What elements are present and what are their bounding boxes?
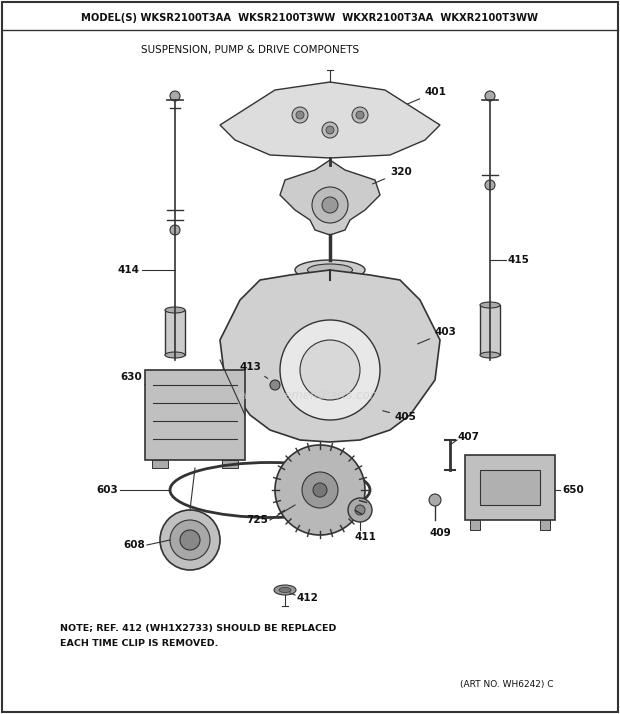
Ellipse shape [480,352,500,358]
Circle shape [280,320,380,420]
Text: 630: 630 [120,372,145,385]
Circle shape [355,505,365,515]
Circle shape [313,483,327,497]
Circle shape [270,380,280,390]
Bar [480,305,500,355]
Bar [470,520,480,530]
Circle shape [352,107,368,123]
Circle shape [485,180,495,190]
Text: 409: 409 [429,528,451,538]
Text: 608: 608 [123,540,145,550]
Text: 401: 401 [407,87,447,104]
Circle shape [180,530,200,550]
Circle shape [312,187,348,223]
Ellipse shape [274,585,296,595]
Polygon shape [220,82,440,158]
Text: 413: 413 [240,362,268,378]
Circle shape [322,122,338,138]
Bar [540,520,550,530]
Polygon shape [220,270,440,442]
Bar [152,460,168,468]
Circle shape [160,510,220,570]
Polygon shape [280,160,380,235]
Bar [480,470,540,505]
Circle shape [322,197,338,213]
Text: 603: 603 [96,485,118,495]
Ellipse shape [165,352,185,358]
Bar [465,455,555,520]
Ellipse shape [295,260,365,280]
Circle shape [302,472,338,508]
Ellipse shape [165,307,185,313]
Circle shape [300,340,360,400]
Text: 415: 415 [508,255,530,265]
Text: 320: 320 [373,167,412,184]
Ellipse shape [308,264,353,276]
Circle shape [296,111,304,119]
Text: (ART NO. WH6242) C: (ART NO. WH6242) C [460,680,554,690]
Circle shape [429,494,441,506]
Text: EACH TIME CLIP IS REMOVED.: EACH TIME CLIP IS REMOVED. [60,638,218,648]
Circle shape [170,520,210,560]
Circle shape [170,225,180,235]
Bar [145,370,245,460]
Circle shape [275,445,365,535]
Text: 650: 650 [562,485,584,495]
Circle shape [485,91,495,101]
Ellipse shape [279,588,291,593]
Circle shape [356,111,364,119]
Text: 407: 407 [458,432,480,442]
Text: MODEL(S) WKSR2100T3AA  WKSR2100T3WW  WKXR2100T3AA  WKXR2100T3WW: MODEL(S) WKSR2100T3AA WKSR2100T3WW WKXR2… [81,13,539,23]
Text: 412: 412 [297,593,319,603]
Circle shape [348,498,372,522]
Text: 725: 725 [246,515,268,525]
Text: SUSPENSION, PUMP & DRIVE COMPONETS: SUSPENSION, PUMP & DRIVE COMPONETS [141,45,359,55]
Text: NOTE; REF. 412 (WH1X2733) SHOULD BE REPLACED: NOTE; REF. 412 (WH1X2733) SHOULD BE REPL… [60,623,337,633]
Circle shape [170,91,180,101]
Text: 405: 405 [383,411,417,422]
Circle shape [292,107,308,123]
Text: eReplacementParts.com: eReplacementParts.com [238,388,382,401]
Bar [222,460,238,468]
Text: 411: 411 [354,532,376,542]
Bar [165,310,185,355]
Text: 414: 414 [118,265,140,275]
Circle shape [326,126,334,134]
Text: 403: 403 [417,327,457,344]
Ellipse shape [480,302,500,308]
